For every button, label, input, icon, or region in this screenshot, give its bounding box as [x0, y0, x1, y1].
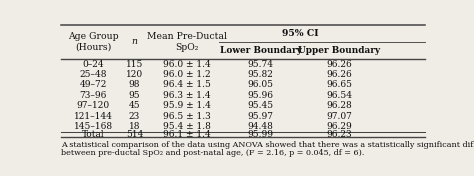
Text: Mean Pre-Ductal
SpO₂: Mean Pre-Ductal SpO₂	[147, 32, 227, 52]
Text: 96.5 ± 1.3: 96.5 ± 1.3	[163, 112, 211, 121]
Text: 96.28: 96.28	[327, 101, 352, 110]
Text: 96.3 ± 1.4: 96.3 ± 1.4	[163, 91, 211, 100]
Text: 25–48: 25–48	[80, 70, 107, 79]
Text: 121–144: 121–144	[74, 112, 113, 121]
Text: Lower Boundary: Lower Boundary	[219, 46, 301, 55]
Text: Total: Total	[82, 130, 105, 139]
Text: between pre-ductal SpO₂ and post-natal age, (F = 2.16, p = 0.045, df = 6).: between pre-ductal SpO₂ and post-natal a…	[61, 149, 365, 157]
Text: 115: 115	[126, 60, 143, 69]
Text: 95.96: 95.96	[247, 91, 273, 100]
Text: 95: 95	[129, 91, 140, 100]
Text: 97–120: 97–120	[77, 101, 110, 110]
Text: 95.82: 95.82	[247, 70, 273, 79]
Text: 145–168: 145–168	[74, 122, 113, 131]
Text: 95.45: 95.45	[247, 101, 273, 110]
Text: A statistical comparison of the data using ANOVA showed that there was a statist: A statistical comparison of the data usi…	[61, 141, 474, 149]
Text: n: n	[132, 37, 137, 46]
Text: 18: 18	[129, 122, 140, 131]
Text: 96.23: 96.23	[327, 130, 352, 139]
Text: 96.05: 96.05	[247, 80, 273, 89]
Text: 96.0 ± 1.4: 96.0 ± 1.4	[163, 60, 211, 69]
Text: 73–96: 73–96	[80, 91, 107, 100]
Text: Age Group
(Hours): Age Group (Hours)	[68, 32, 118, 52]
Text: 49–72: 49–72	[80, 80, 107, 89]
Text: 96.29: 96.29	[327, 122, 352, 131]
Text: 96.26: 96.26	[327, 70, 352, 79]
Text: 95.74: 95.74	[247, 60, 273, 69]
Text: 95.9 ± 1.4: 95.9 ± 1.4	[163, 101, 211, 110]
Text: 95.99: 95.99	[247, 130, 273, 139]
Text: 0–24: 0–24	[82, 60, 104, 69]
Text: 94.48: 94.48	[247, 122, 273, 131]
Text: 96.4 ± 1.5: 96.4 ± 1.5	[163, 80, 211, 89]
Text: 120: 120	[126, 70, 143, 79]
Text: 96.1 ± 1.4: 96.1 ± 1.4	[163, 130, 211, 139]
Text: 96.0 ± 1.2: 96.0 ± 1.2	[163, 70, 211, 79]
Text: 98: 98	[129, 80, 140, 89]
Text: 96.54: 96.54	[327, 91, 353, 100]
Text: 23: 23	[129, 112, 140, 121]
Text: Upper Boundary: Upper Boundary	[299, 46, 381, 55]
Text: 95.4 ± 1.8: 95.4 ± 1.8	[163, 122, 211, 131]
Text: 96.26: 96.26	[327, 60, 352, 69]
Text: 97.07: 97.07	[327, 112, 353, 121]
Text: 95.97: 95.97	[247, 112, 273, 121]
Text: 95% CI: 95% CI	[282, 29, 319, 38]
Text: 96.65: 96.65	[327, 80, 353, 89]
Text: 45: 45	[129, 101, 140, 110]
Text: 514: 514	[126, 130, 143, 139]
